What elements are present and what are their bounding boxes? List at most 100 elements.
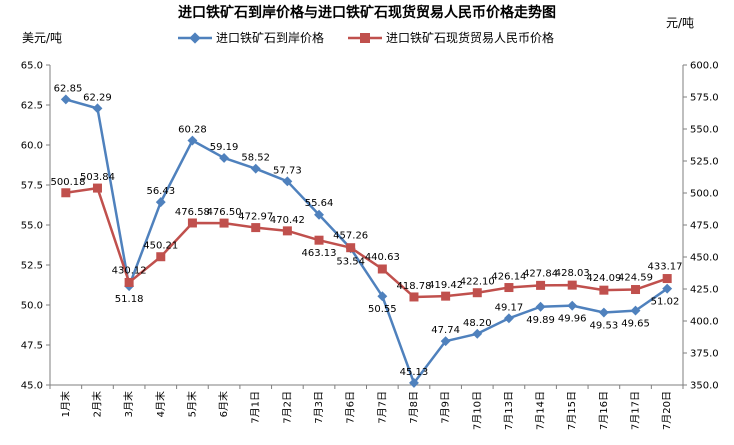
series-1-data-label: 49.65 [621,319,650,330]
series-1-data-label: 49.96 [558,314,587,325]
series-2-data-label: 430.12 [112,265,147,276]
series-1-point [219,153,230,163]
series-2-point [251,223,261,233]
right-tick-label: 375.0 [690,349,719,360]
series-line-1 [65,98,668,385]
left-tick-label: 50.0 [21,301,43,312]
series-1-data-label: 49.17 [495,302,524,313]
series-1-data-label: 45.13 [400,367,429,378]
series-2-data-label: 450.21 [143,241,178,252]
series-2-point [124,277,134,287]
series-1-data-label: 62.29 [83,92,112,103]
series-2-data-label: 457.26 [333,231,368,242]
legend: 进口铁矿石到岸价格 进口铁矿石现货贸易人民币价格 [178,30,554,45]
series-1-data-label: 51.02 [651,297,680,308]
series-2-data-label: 422.10 [460,277,495,288]
series-2-data-label: 472.97 [238,212,273,223]
series-2-data-label: 418.78 [396,281,431,292]
legend-marker-series-2 [360,33,370,43]
series-1-data-label: 59.19 [210,142,239,153]
series-1-point [567,300,578,311]
left-tick-label: 47.5 [21,341,43,352]
x-tick-label: 3月末 [122,391,135,417]
series-1-data-label: 49.89 [526,315,555,326]
series-1-point [598,307,609,318]
series-1-data-label: 49.53 [590,321,619,332]
right-axis-unit: 元/吨 [666,16,694,30]
series-1-data-label: 48.20 [463,318,492,329]
series-2-point [219,218,229,228]
series-2-data-label: 500.18 [51,177,86,188]
series-2-data-label: 470.42 [270,215,305,226]
series-1-data-label: 60.28 [178,125,207,136]
series-1-data-label: 57.73 [273,165,302,176]
series-line-2 [65,186,668,299]
left-tick-label: 57.5 [21,181,43,192]
series-layer [60,94,673,388]
x-tick-label: 7月13日 [503,391,515,430]
series-2-point [282,226,292,236]
series-1-point [377,291,388,302]
series-2-point [156,252,166,262]
series-2-point [187,218,197,228]
x-tick-label: 7月7日 [376,391,388,424]
series-1-point [187,135,198,146]
right-axis-ticks: 350.0 375.0 400.0 425.0 450.0 475.0 500.0 525.0… [683,61,719,392]
series-1-point [282,176,293,187]
left-axis-ticks: 45.0 47.5 50.0 52.5 55.0 57.5 60.0 62.5 65.0 [21,61,50,392]
series-2-point [314,235,324,245]
series-2-data-label: 433.17 [648,262,683,273]
legend-label-series-2: 进口铁矿石现货贸易人民币价格 [386,30,554,45]
x-tick-label: 1月末 [59,391,72,417]
series-1-point [440,336,451,347]
series-2-data-label: 463.13 [302,248,337,259]
x-tick-label: 5月末 [185,391,198,417]
right-tick-label: 525.0 [690,157,719,168]
right-tick-label: 450.0 [690,253,719,264]
series-2-data-label: 427.84 [523,268,558,279]
x-tick-label: 7月3日 [313,391,325,424]
series-2-data-label: 503.84 [80,172,115,183]
series-1-point [662,283,673,294]
series-1-data-label: 55.64 [305,198,334,209]
series-2-point [504,283,514,293]
series-2-data-label: 426.14 [491,272,526,283]
x-tick-label: 7月9日 [440,391,452,424]
series-2-data-label: 476.50 [207,207,242,218]
series-2-data-label: 428.03 [555,268,590,279]
x-tick-label: 7月6日 [345,391,357,424]
series-1-point [535,301,546,312]
series-1-data-label: 50.55 [368,304,397,315]
series-1-point [60,94,71,105]
right-tick-label: 575.0 [690,93,719,104]
series-2-point [409,292,419,302]
x-tick-label: 7月20日 [661,391,673,430]
series-2-data-label: 419.42 [428,280,463,291]
x-tick-label: 7月8日 [408,391,420,424]
series-1-data-label: 51.18 [115,294,144,305]
series-2-point [377,264,387,274]
series-1-point [314,209,324,220]
x-tick-label: 7月15日 [566,391,578,430]
legend-label-series-1: 进口铁矿石到岸价格 [216,30,324,45]
series-2-point [61,188,71,198]
right-tick-label: 350.0 [690,381,719,392]
right-tick-label: 475.0 [690,221,719,232]
series-2-point [92,183,102,193]
series-2-data-label: 424.59 [618,273,653,284]
series-1-data-label: 56.43 [146,186,175,197]
left-tick-label: 62.5 [21,101,43,112]
series-2-point [441,291,451,301]
right-tick-label: 500.0 [690,189,719,200]
x-tick-label: 7月16日 [598,391,610,430]
series-2-point [567,280,577,290]
series-1-point [250,163,261,174]
legend-marker-series-1 [189,32,201,44]
series-1-point [155,197,166,208]
series-1-point [92,103,103,114]
series-1-point [630,305,641,316]
series-1-data-label: 47.74 [431,325,460,336]
left-tick-label: 45.0 [21,381,43,392]
